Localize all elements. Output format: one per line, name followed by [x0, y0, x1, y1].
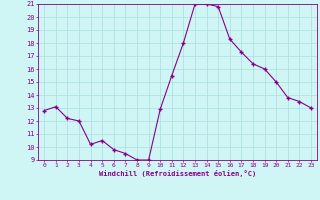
X-axis label: Windchill (Refroidissement éolien,°C): Windchill (Refroidissement éolien,°C) [99, 170, 256, 177]
